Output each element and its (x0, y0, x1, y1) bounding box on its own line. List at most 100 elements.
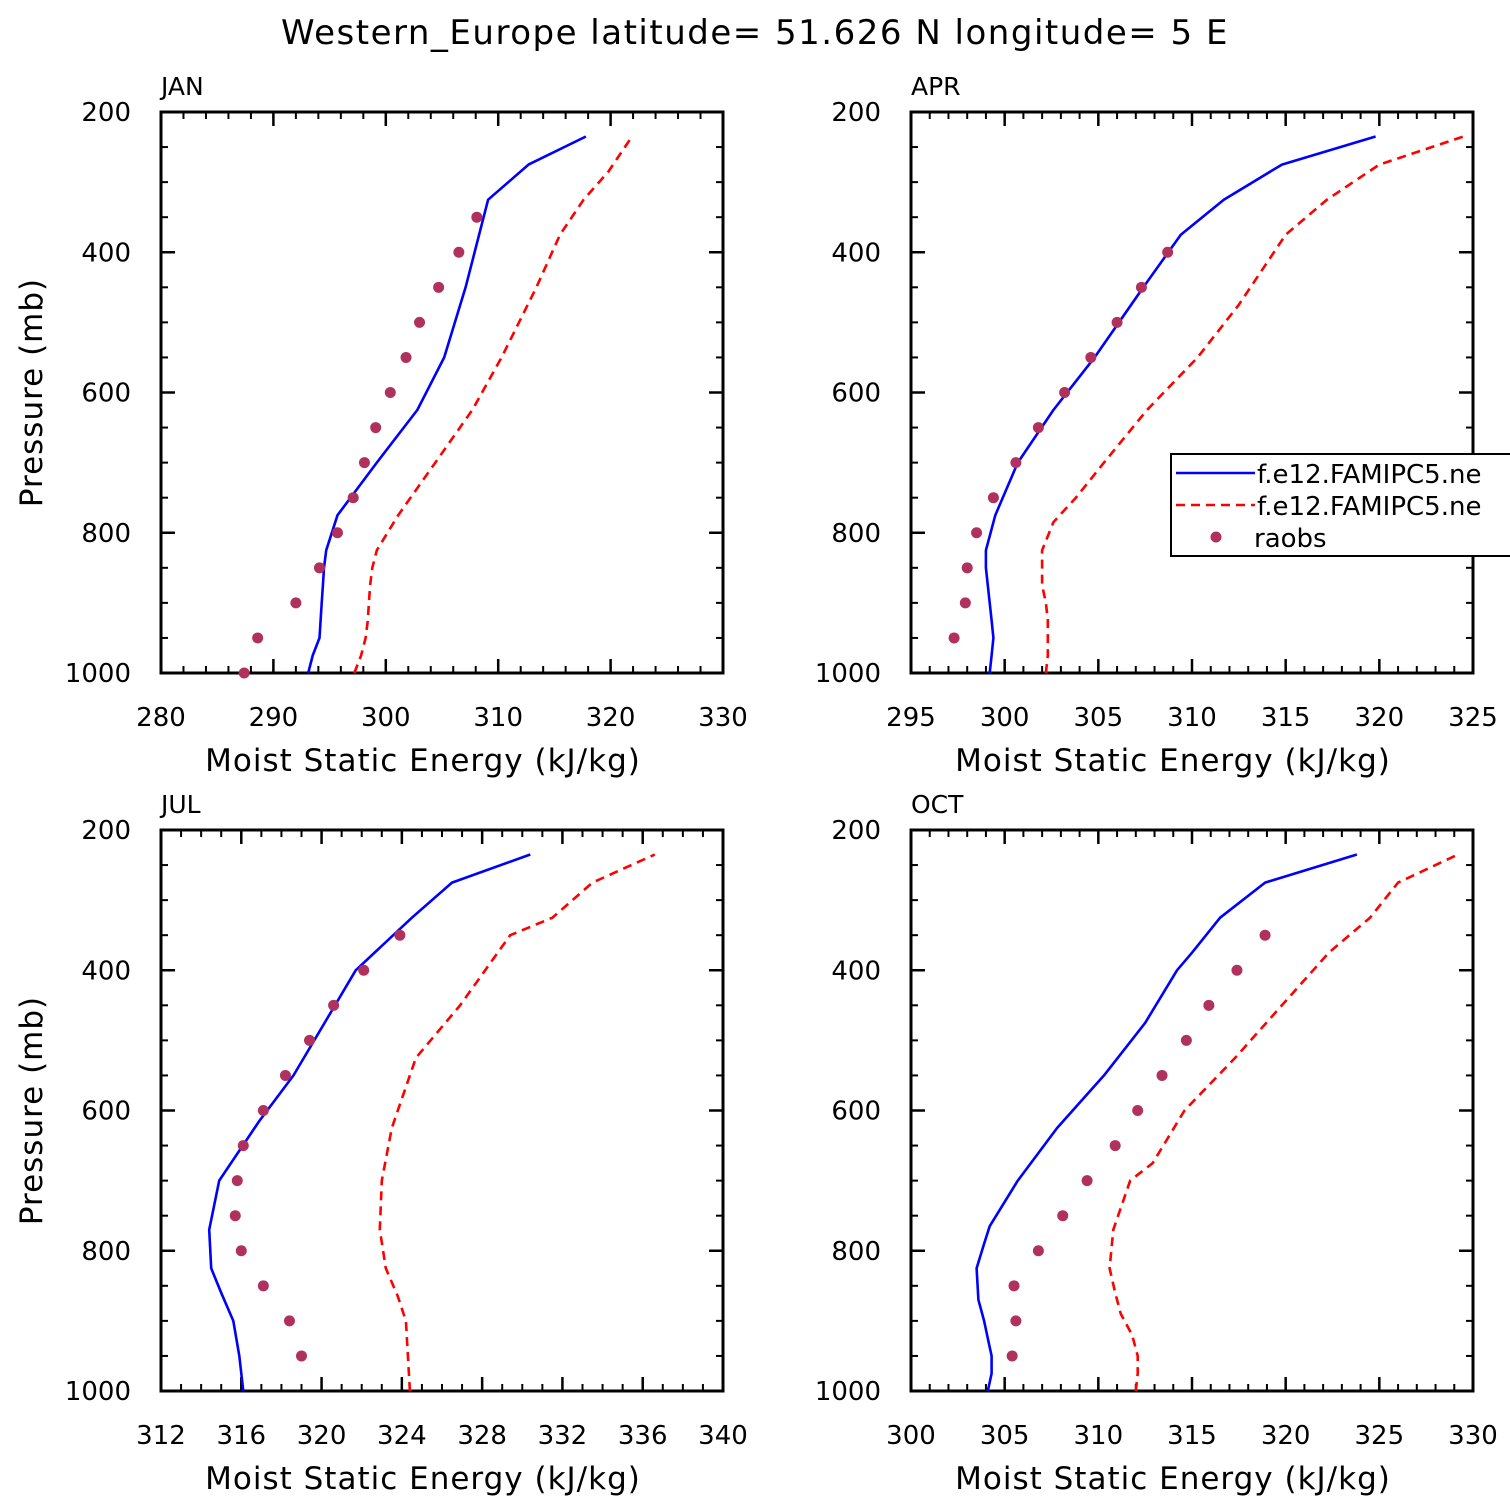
raobs-point (1156, 1069, 1168, 1081)
series-model-solid-line (207, 853, 531, 1392)
raobs-point (1162, 246, 1174, 258)
panel-label: APR (911, 72, 961, 101)
plot-frame (909, 110, 1475, 675)
y-tick-label: 1000 (815, 1377, 881, 1407)
y-tick-label: 200 (831, 98, 881, 128)
x-tick-label: 315 (1167, 1421, 1217, 1451)
raobs-point (1010, 457, 1022, 469)
y-tick-label: 200 (81, 816, 131, 846)
y-tick-label: 200 (831, 816, 881, 846)
plot-frame (909, 828, 1475, 1393)
raobs-point (433, 281, 445, 293)
raobs-point (1135, 281, 1147, 293)
x-tick-label: 320 (1355, 703, 1405, 733)
y-tick-label: 1000 (815, 659, 881, 689)
raobs-point (231, 1175, 243, 1187)
raobs-point (235, 1245, 247, 1257)
raobs-point (1180, 1034, 1192, 1046)
legend-label: raobs (1254, 524, 1327, 554)
x-tick-label: 330 (698, 703, 748, 733)
raobs-point (959, 597, 971, 609)
raobs-point (961, 562, 973, 574)
y-tick-label: 600 (831, 1097, 881, 1127)
x-tick-label: 336 (618, 1421, 668, 1451)
y-tick-label: 600 (81, 379, 131, 409)
raobs-point (328, 999, 340, 1011)
raobs-point (1032, 422, 1044, 434)
raobs-point (400, 351, 412, 363)
raobs-point (1231, 964, 1243, 976)
plot-frame (159, 110, 725, 675)
y-axis-title: Pressure (mb) (14, 278, 50, 507)
raobs-point (313, 562, 325, 574)
series-model-solid-line (984, 135, 1376, 674)
series-raobs (238, 211, 483, 679)
series-raobs (1006, 929, 1271, 1362)
series-model-solid-line (975, 853, 1358, 1392)
y-tick-label: 1000 (65, 1377, 131, 1407)
panel-jul: 312 316 320 324 328 332 336 340 200 400 600 800 1000… (14, 790, 748, 1497)
y-tick-label: 200 (81, 98, 131, 128)
raobs-point (358, 964, 370, 976)
x-axis-title: Moist Static Energy (kJ/kg) (955, 1461, 1391, 1497)
raobs-point (1132, 1105, 1144, 1116)
x-tick-label: 325 (1448, 703, 1498, 733)
raobs-point (290, 597, 302, 609)
x-tick-label: 316 (216, 1421, 266, 1451)
x-tick-label: 300 (361, 703, 411, 733)
raobs-point (1081, 1175, 1093, 1187)
raobs-point (1010, 1315, 1022, 1327)
series-model-solid-line (306, 135, 587, 674)
y-tick-label: 800 (831, 1237, 881, 1267)
raobs-point (453, 246, 465, 258)
raobs-point (257, 1105, 269, 1116)
raobs-point (296, 1350, 307, 1362)
raobs-point (347, 492, 359, 504)
raobs-point (331, 527, 343, 539)
raobs-point (394, 929, 406, 941)
x-tick-label: 295 (886, 703, 936, 733)
raobs-point (1032, 1245, 1044, 1257)
raobs-point (414, 316, 426, 328)
raobs-point (1008, 1280, 1020, 1292)
raobs-point (238, 667, 250, 679)
legend-marker (1210, 531, 1222, 543)
panel-oct: 300 305 310 315 320 325 330 200 400 600 800 1000 OCT… (815, 790, 1498, 1497)
y-tick-label: 400 (81, 238, 131, 268)
x-tick-label: 328 (457, 1421, 507, 1451)
series-model-dashed-line (1040, 135, 1465, 674)
plot-frame (159, 828, 725, 1393)
raobs-point (1059, 387, 1071, 398)
panel-label: OCT (911, 790, 964, 819)
panel-apr: 295 300 305 310 315 320 325 200 400 600 800 1000 APR… (815, 72, 1498, 779)
y-tick-label: 600 (81, 1097, 131, 1127)
raobs-point (948, 632, 960, 644)
x-tick-label: 310 (1167, 703, 1217, 733)
legend-label: f.e12.FAMIPC5.ne (1257, 460, 1481, 490)
x-axis-title: Moist Static Energy (kJ/kg) (955, 743, 1391, 779)
series-model-dashed-line (1108, 853, 1459, 1392)
x-tick-label: 320 (297, 1421, 347, 1451)
x-axis-title: Moist Static Energy (kJ/kg) (205, 743, 641, 779)
raobs-point (971, 527, 983, 539)
raobs-point (1006, 1350, 1018, 1362)
raobs-point (384, 387, 396, 398)
raobs-point (1085, 351, 1097, 363)
panel-label: JUL (159, 790, 201, 819)
panels: 280 290 300 310 320 330 200 400 600 800 1000 JAN Moi… (14, 72, 1498, 1497)
raobs-point (237, 1140, 249, 1152)
raobs-point (1111, 316, 1123, 328)
y-tick-label: 800 (81, 519, 131, 549)
x-tick-label: 300 (980, 703, 1030, 733)
x-tick-label: 310 (1074, 1421, 1124, 1451)
x-axis-title: Moist Static Energy (kJ/kg) (205, 1461, 641, 1497)
x-tick-label: 320 (1261, 1421, 1311, 1451)
legend-entry: raobs (1210, 524, 1327, 554)
x-tick-label: 312 (136, 1421, 186, 1451)
raobs-point (1109, 1140, 1121, 1152)
raobs-point (229, 1210, 241, 1222)
legend-label: f.e12.FAMIPC5.ne (1257, 492, 1481, 522)
raobs-point (1259, 929, 1271, 941)
x-tick-label: 290 (249, 703, 299, 733)
